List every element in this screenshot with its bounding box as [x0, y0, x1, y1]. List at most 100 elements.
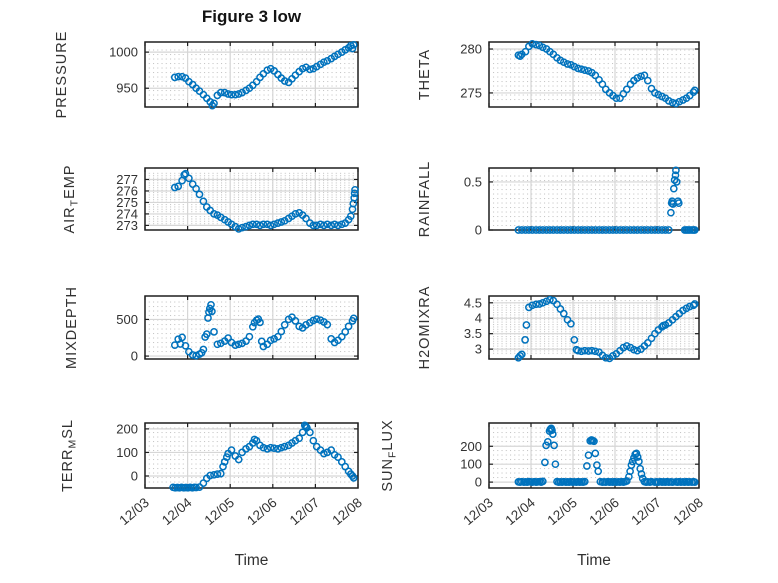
scatter-point	[598, 80, 607, 89]
scatter-point	[651, 226, 659, 234]
scatter-point	[341, 328, 350, 336]
scatter-point	[549, 226, 558, 234]
scatter-point	[350, 189, 359, 198]
figure-title: Figure 3 low	[201, 7, 302, 26]
scatter-point	[224, 90, 232, 98]
scatter-point	[588, 226, 596, 234]
scatter-point	[672, 178, 681, 186]
scatter-point	[312, 221, 321, 230]
scatter-point	[580, 66, 589, 74]
scatter-point	[588, 346, 596, 355]
y-tick-label: 4	[475, 311, 482, 326]
scatter-point	[580, 477, 589, 486]
x-tick-label: 12/06	[586, 495, 622, 528]
scatter-point	[266, 221, 275, 230]
scatter-point	[633, 74, 642, 82]
scatter-point	[210, 99, 218, 108]
x-tick-label: 12/04	[159, 495, 195, 529]
scatter-point	[270, 444, 278, 453]
scatter-point	[601, 226, 610, 234]
x-tick-label: 12/07	[628, 495, 664, 528]
data-points	[514, 39, 699, 108]
data-points	[169, 421, 358, 492]
scatter-point	[270, 220, 278, 229]
scatter-point	[348, 44, 357, 53]
scatter-point	[302, 321, 310, 329]
scatter-point	[580, 346, 589, 355]
scatter-point	[346, 212, 355, 221]
scatter-point	[538, 43, 547, 52]
data-points	[514, 295, 699, 363]
scatter-point	[320, 449, 328, 458]
scatter-point	[532, 40, 540, 49]
scatter-point	[334, 221, 342, 230]
panel-pressure: 950 1000 PRESSURE	[54, 31, 359, 118]
scatter-point	[635, 457, 643, 466]
scatter-point	[675, 97, 684, 106]
scatter-point	[689, 301, 698, 310]
panel-h2omixra: 33.544.5 H2OMIXRA	[417, 286, 700, 369]
scatter-point	[584, 451, 593, 460]
x-axis-label-right: Time	[577, 552, 611, 569]
x-tick-label: 12/04	[502, 495, 538, 529]
scatter-point	[672, 166, 680, 175]
y-tick-label: 0.5	[464, 174, 482, 189]
y-tick-label: 280	[460, 42, 482, 57]
y-tick-label: 4.5	[464, 295, 482, 310]
x-axis-label-left: Time	[234, 552, 269, 569]
scatter-point	[580, 226, 589, 234]
scatter-point	[543, 437, 552, 446]
y-tick-label: 500	[116, 312, 138, 327]
x-tick-label: 12/05	[544, 495, 580, 528]
y-tick-label: 276	[116, 183, 138, 198]
scatter-point	[591, 71, 600, 80]
scatter-point	[559, 58, 568, 67]
major-grid	[489, 42, 699, 107]
scatter-point	[630, 345, 638, 354]
scatter-point	[609, 226, 617, 234]
scatter-point	[522, 321, 531, 329]
scatter-point	[210, 210, 218, 218]
scatter-point	[337, 220, 346, 229]
scatter-point	[192, 483, 200, 492]
scatter-point	[306, 428, 314, 437]
scatter-point	[591, 449, 600, 458]
panel-mixdepth: 0 500 MIXDEPTH	[64, 286, 359, 369]
scatter-point	[242, 222, 250, 231]
scatter-point	[266, 443, 275, 452]
scatter-point	[174, 182, 183, 191]
scatter-point	[245, 221, 254, 230]
axes-border	[144, 422, 359, 489]
panel-terr_msl: 0 100 200 12/03 12/04 12/05 12/06 12/07 12/08 TER…	[60, 419, 365, 528]
scatter-point	[640, 226, 649, 234]
scatter-point	[514, 226, 523, 234]
scatter-point	[632, 449, 641, 458]
scatter-point	[535, 226, 544, 234]
scatter-point	[637, 72, 645, 81]
major-grid	[145, 168, 358, 230]
scatter-point	[185, 174, 193, 183]
y-axis-label: THETA	[417, 49, 433, 100]
scatter-point	[546, 295, 554, 304]
y-axis-label: AIRTEMP	[62, 164, 81, 233]
scatter-point	[349, 474, 358, 482]
tick-marks	[144, 296, 359, 359]
y-tick-label: 275	[116, 195, 138, 210]
scatter-point	[567, 319, 575, 328]
scatter-point	[654, 226, 663, 234]
x-tick-label: 12/08	[670, 495, 706, 528]
y-axis-label: MIXDEPTH	[64, 286, 80, 369]
scatter-point	[538, 226, 547, 234]
scatter-point	[334, 453, 342, 461]
scatter-point	[208, 307, 216, 316]
scatter-point	[199, 197, 208, 206]
y-tick-label: 3	[475, 342, 482, 357]
scatter-point	[690, 300, 699, 308]
scatter-point	[516, 352, 524, 360]
scatter-point	[298, 428, 307, 437]
scatter-point	[532, 300, 540, 309]
scatter-point	[622, 342, 631, 350]
scatter-point	[202, 330, 211, 338]
data-points	[170, 300, 358, 360]
